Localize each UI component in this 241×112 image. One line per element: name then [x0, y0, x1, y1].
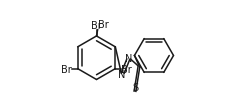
Text: N: N — [119, 70, 126, 80]
Text: Br: Br — [61, 64, 72, 74]
Text: N: N — [125, 53, 133, 63]
Text: Br: Br — [98, 20, 109, 30]
Text: Br: Br — [121, 64, 132, 74]
Text: Br: Br — [91, 21, 102, 31]
Text: S: S — [132, 83, 138, 93]
